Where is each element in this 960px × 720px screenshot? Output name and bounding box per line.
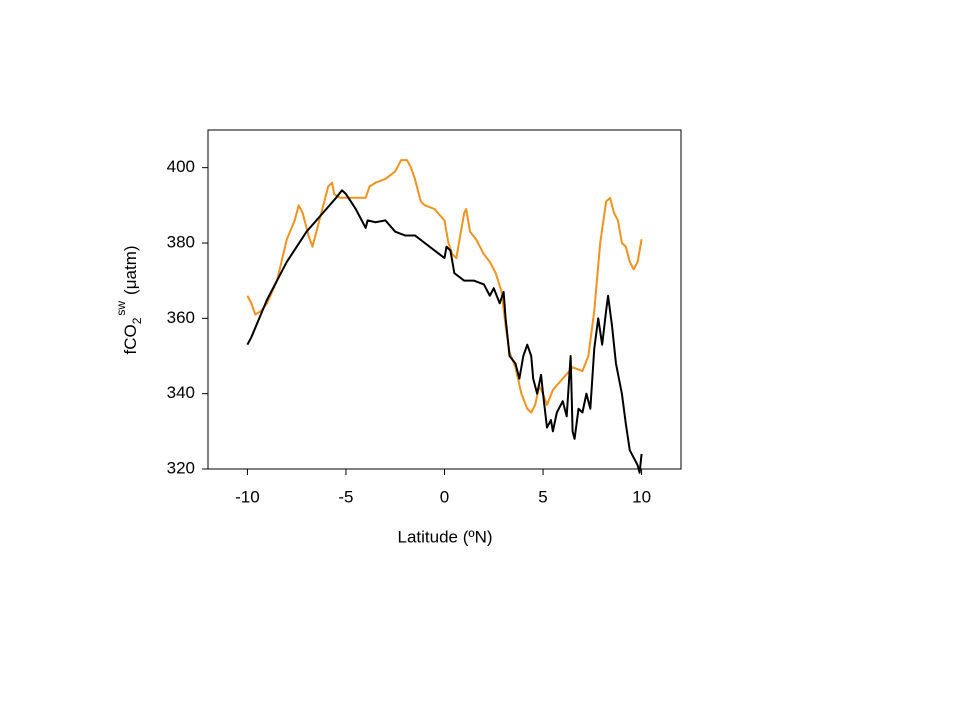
plot-frame (207, 129, 682, 470)
y-axis-label: fCO2sw (μatm) (114, 245, 144, 354)
x-axis-label: Latitude (ºN) (397, 527, 492, 546)
y-label-sub: 2 (130, 317, 144, 324)
y-label-unit: (μatm) (121, 245, 140, 294)
y-tick-label: 380 (167, 232, 195, 251)
data-line (246, 189, 643, 474)
y-label-main: fCO (121, 324, 140, 354)
y-label-sup: sw (114, 301, 128, 316)
x-tick-label: -5 (338, 487, 353, 506)
x-tick-label: -10 (235, 487, 260, 506)
y-tick-label: 400 (167, 157, 195, 176)
y-tick-label: 340 (167, 383, 195, 402)
y-tick-label: 320 (167, 458, 195, 477)
y-tick-label: 360 (167, 308, 195, 327)
data-line (246, 159, 643, 414)
x-tick-label: 10 (632, 487, 651, 506)
x-tick-label: 5 (538, 487, 547, 506)
x-tick-label: 0 (440, 487, 449, 506)
